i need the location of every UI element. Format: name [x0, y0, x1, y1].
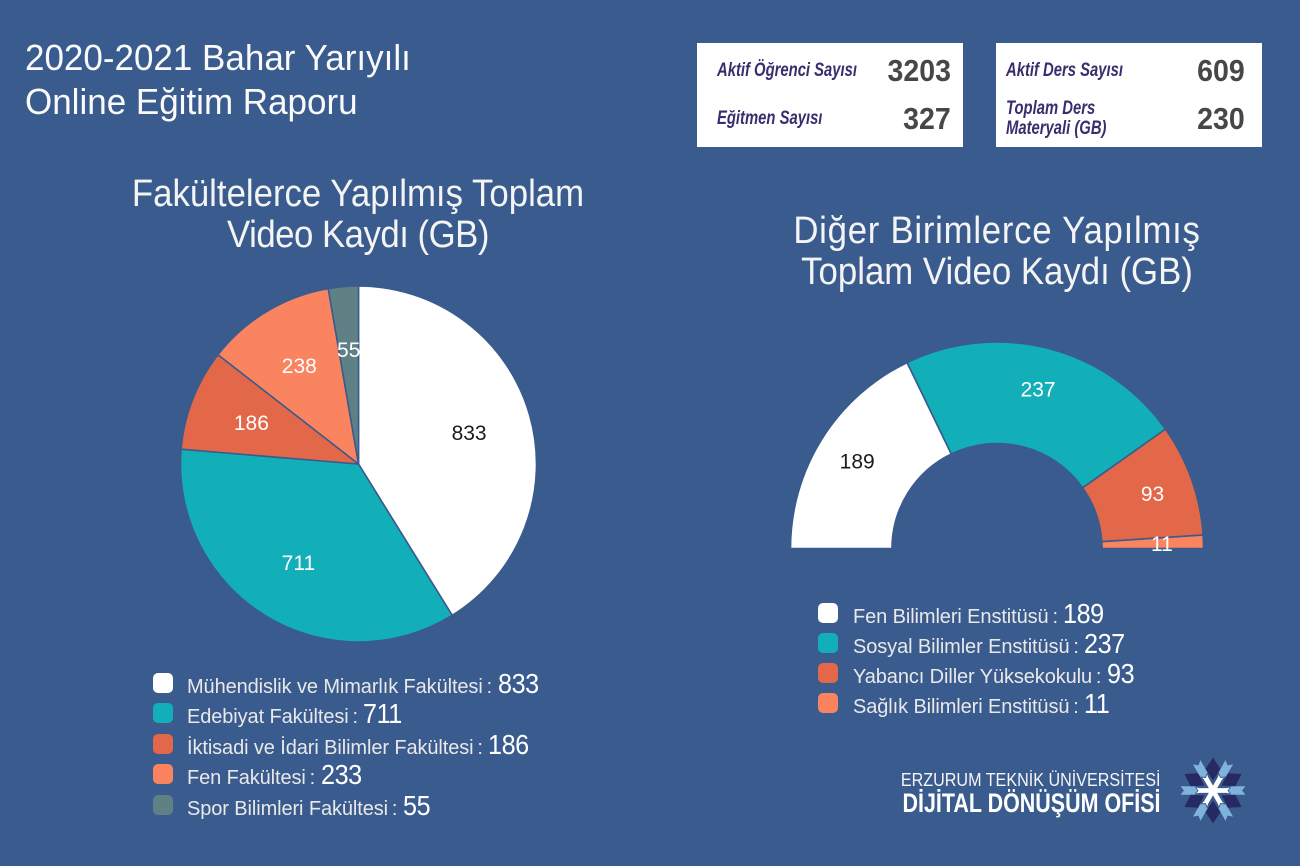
svg-text:186: 186 — [234, 412, 269, 435]
svg-text:189: 189 — [840, 451, 875, 474]
svg-text:237: 237 — [1021, 378, 1056, 401]
svg-text:55: 55 — [337, 339, 360, 362]
svg-text:93: 93 — [1141, 483, 1164, 506]
svg-text:238: 238 — [282, 355, 317, 378]
svg-text:711: 711 — [282, 552, 315, 575]
svg-text:11: 11 — [1151, 533, 1173, 556]
svg-text:833: 833 — [452, 422, 487, 445]
